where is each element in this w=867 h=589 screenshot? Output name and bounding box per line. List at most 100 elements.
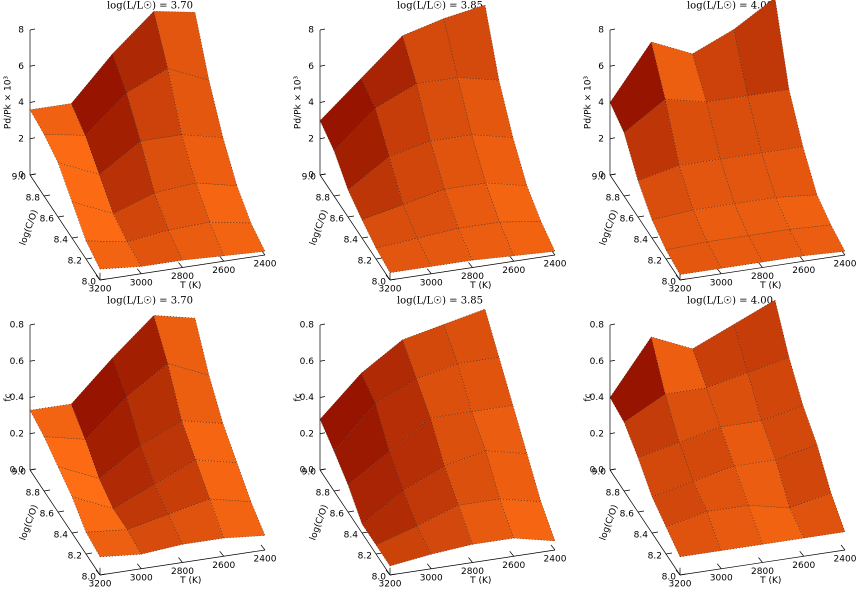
- z-tick-label: 4: [598, 98, 604, 108]
- z-tick: [29, 64, 36, 67]
- y-tick: [29, 468, 37, 471]
- surface-cell: [748, 229, 805, 263]
- y-tick: [85, 257, 93, 260]
- surface-cell: [747, 356, 804, 422]
- z-tick-label: 0.6: [590, 357, 605, 367]
- y-tick: [347, 510, 355, 513]
- surface-cell: [112, 314, 169, 398]
- x-tick: [675, 569, 681, 576]
- y-tick-label: 8.8: [316, 194, 331, 204]
- x-tick-label: 2800: [751, 272, 774, 282]
- y-tick-label: 8.6: [330, 215, 345, 225]
- y-tick-label: 8.4: [634, 236, 649, 246]
- y-axis-label: log(C/O): [598, 504, 620, 542]
- x-tick-label: 2800: [171, 567, 194, 577]
- surface-cell: [402, 188, 459, 239]
- surface-cell: [374, 378, 431, 452]
- surface-cell: [499, 498, 556, 542]
- surface-cell: [734, 197, 791, 236]
- x-tick-label: 3000: [420, 573, 443, 583]
- z-tick-label: 2: [598, 134, 604, 144]
- y-tick: [99, 278, 107, 281]
- surface-cell: [748, 504, 805, 545]
- z-axis-label: Pd/Pk × 10³: [294, 76, 304, 130]
- x-tick: [178, 557, 183, 563]
- surface-cell: [388, 417, 445, 491]
- y-tick: [319, 173, 327, 176]
- y-axis-label: log(C/O): [18, 504, 40, 542]
- x-tick-label: 2400: [254, 260, 277, 270]
- y-tick-label: 8.2: [68, 257, 82, 267]
- x-tick: [716, 268, 722, 274]
- x-tick-label: 3200: [89, 580, 112, 589]
- x-axis-label: T (K): [759, 576, 781, 586]
- y-tick-label: 8.0: [662, 278, 677, 288]
- y-tick: [57, 215, 65, 218]
- z-tick: [609, 28, 616, 31]
- y-tick: [85, 552, 93, 555]
- y-tick: [71, 531, 79, 534]
- y-tick-label: 8.2: [648, 552, 662, 562]
- x-axis-label: T (K): [759, 281, 781, 291]
- surface-cell: [664, 387, 721, 443]
- surface-cell: [347, 155, 404, 221]
- y-tick-label: 8.0: [372, 278, 387, 288]
- y-tick: [361, 236, 369, 239]
- x-tick-label: 2400: [544, 555, 567, 565]
- y-tick-label: 8.0: [372, 573, 387, 583]
- y-axis-label: log(C/O): [598, 209, 620, 247]
- y-tick-label: 8.4: [634, 531, 649, 541]
- surface-cell: [388, 140, 445, 205]
- x-tick: [260, 544, 266, 551]
- y-tick: [375, 257, 383, 260]
- x-tick-label: 3200: [89, 285, 112, 295]
- x-tick-label: 3000: [130, 278, 153, 288]
- surface-panel: log(L/L☉) = 3.85 0.0 0.2 0.4 0.6 0.8 8.0 8.2 8.4…: [294, 296, 567, 589]
- y-tick: [29, 173, 37, 176]
- y-tick-label: 9.0: [12, 173, 27, 183]
- surface-cell: [126, 363, 183, 446]
- z-tick-label: 2: [308, 134, 314, 144]
- surface-cell: [375, 525, 432, 567]
- surface-cell: [140, 134, 197, 194]
- x-tick-label: 3200: [669, 285, 692, 295]
- y-tick-label: 8.6: [620, 510, 635, 520]
- z-tick: [609, 137, 616, 140]
- surface-cell: [402, 324, 459, 380]
- z-tick-label: 0.6: [10, 357, 25, 367]
- y-tick: [333, 489, 341, 492]
- y-axis: [609, 174, 681, 281]
- x-tick: [840, 544, 846, 551]
- y-tick: [609, 468, 617, 471]
- x-tick: [468, 557, 473, 563]
- y-tick: [623, 194, 631, 197]
- surface-cell: [140, 420, 197, 485]
- surface-cell: [637, 441, 694, 498]
- surface-cell: [416, 228, 473, 267]
- x-tick-label: 2600: [502, 561, 525, 571]
- surface-cell: [609, 41, 666, 133]
- z-tick: [29, 359, 36, 362]
- y-axis-label: log(C/O): [18, 209, 40, 247]
- surface-cell: [360, 339, 417, 404]
- y-tick-label: 9.0: [592, 173, 607, 183]
- z-tick-label: 0.2: [10, 429, 24, 439]
- surface-cell: [651, 209, 708, 251]
- z-tick-label: 2: [18, 134, 24, 144]
- y-tick-label: 8.6: [40, 510, 55, 520]
- surface-cell: [333, 107, 390, 191]
- z-tick-label: 0.6: [300, 357, 315, 367]
- surface-cell: [84, 396, 141, 479]
- surface-cell: [430, 134, 487, 190]
- z-tick: [319, 396, 326, 398]
- x-tick: [136, 563, 142, 569]
- surface-cell: [347, 450, 404, 525]
- x-tick: [758, 262, 763, 268]
- z-tick-label: 0.8: [300, 321, 315, 331]
- surface-cell: [789, 224, 846, 257]
- z-tick-label: 0.2: [300, 429, 314, 439]
- y-tick: [71, 236, 79, 239]
- y-tick-label: 8.8: [606, 194, 621, 204]
